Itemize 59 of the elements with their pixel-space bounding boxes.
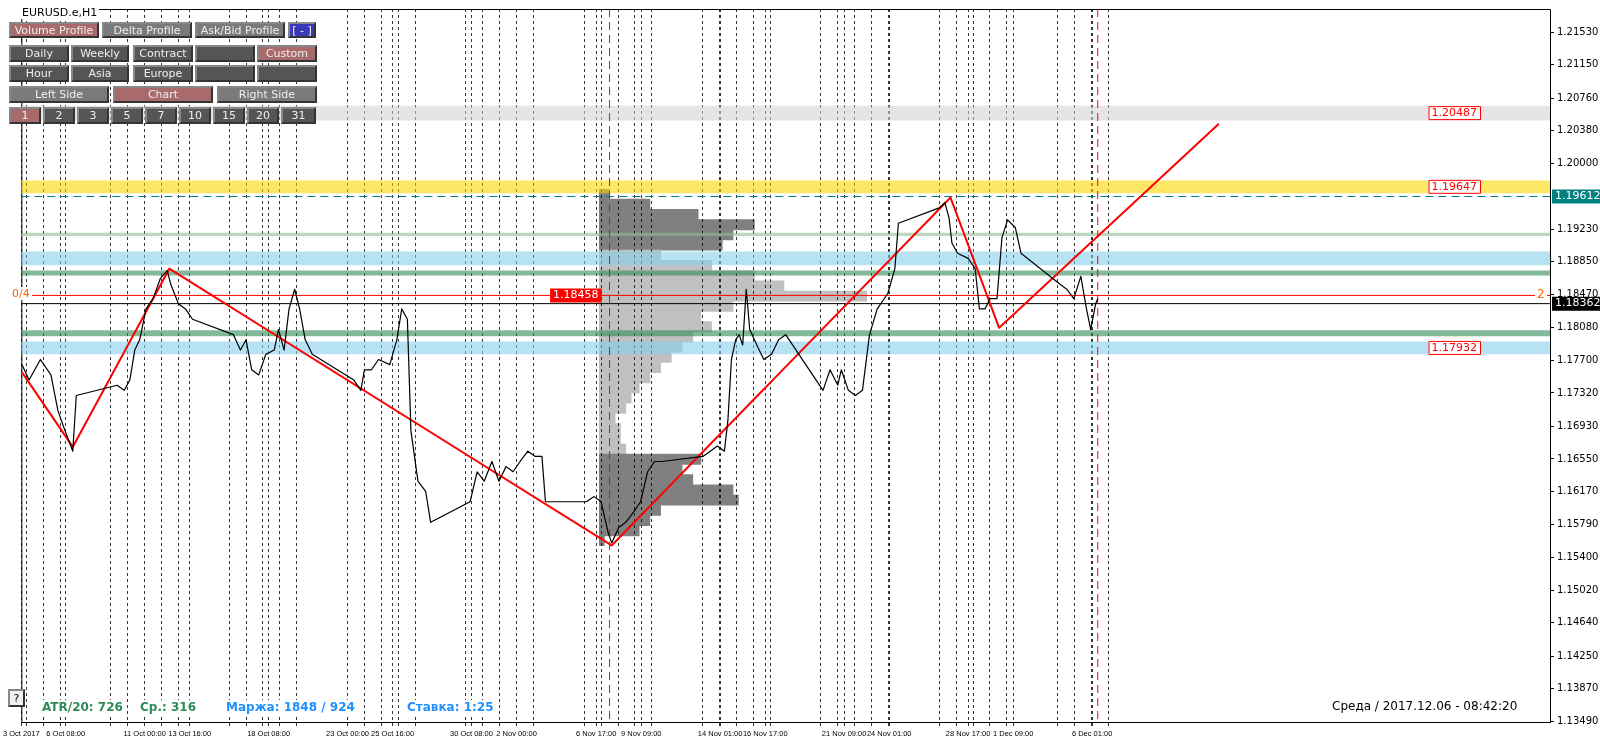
band-label: 1.19647 xyxy=(1431,179,1478,193)
button: Daily xyxy=(9,45,69,62)
y-tick-label: 1.13870 xyxy=(1557,682,1599,694)
button: 7 xyxy=(145,107,177,124)
button: Hour xyxy=(9,65,69,82)
y-tick-label: 1.18080 xyxy=(1557,321,1599,333)
button: Left Side xyxy=(9,86,109,103)
button: Weekly xyxy=(71,45,129,62)
y-tick-label: 1.18850 xyxy=(1557,255,1599,267)
y-tick-label: 1.16550 xyxy=(1557,452,1599,464)
annotation: Ср.: 316 xyxy=(138,700,198,714)
y-tick-label: 1.15400 xyxy=(1557,551,1599,563)
button: 5 xyxy=(111,107,143,124)
y-tick-label: 1.16930 xyxy=(1557,419,1599,431)
button: Volume Profile xyxy=(9,22,99,38)
y-tick-label: 1.18470 xyxy=(1557,287,1599,299)
annotation: Маржа: 1848 / 924 xyxy=(224,700,357,714)
y-tick-label: 1.15790 xyxy=(1557,517,1599,529)
button: [ - ] xyxy=(288,22,316,38)
ref-line-label: 1.18458 xyxy=(553,288,599,302)
button: Chart xyxy=(113,86,213,103)
y-tick-label: 1.19230 xyxy=(1557,222,1599,234)
y-tick-label: 1.14640 xyxy=(1557,616,1599,628)
button: Europe xyxy=(133,65,193,82)
button: Custom xyxy=(257,45,317,62)
button: 20 xyxy=(247,107,279,124)
y-tick-label: 1.20000 xyxy=(1557,156,1599,168)
ref-line-label: 1.19612 xyxy=(1555,189,1600,203)
band-label: 1.20487 xyxy=(1431,105,1478,119)
button: 1 xyxy=(9,107,41,124)
button: Contract xyxy=(133,45,193,62)
button: Ask/Bid Profile xyxy=(195,22,285,38)
y-tick-label: 1.21150 xyxy=(1557,58,1599,70)
annotation: 0/4 xyxy=(10,287,32,300)
y-tick-label: 1.17700 xyxy=(1557,353,1599,365)
y-tick-label: 1.16170 xyxy=(1557,485,1599,497)
band-label: 1.17932 xyxy=(1431,340,1478,354)
y-tick-label: 1.20380 xyxy=(1557,124,1599,136)
annotation: Ставка: 1:25 xyxy=(405,700,496,714)
y-tick-label: 1.17320 xyxy=(1557,386,1599,398)
y-tick-label: 1.14250 xyxy=(1557,649,1599,661)
button: Delta Profile xyxy=(102,22,192,38)
annotation: Среда / 2017.12.06 - 08:42:20 xyxy=(1330,699,1520,713)
y-tick-label: 1.13490 xyxy=(1557,714,1599,726)
annotation: 2 xyxy=(1535,287,1547,301)
y-tick-label: 1.21530 xyxy=(1557,25,1599,37)
ref-line-label: 1.18362 xyxy=(1555,296,1600,310)
button: Asia xyxy=(71,65,129,82)
button: 10 xyxy=(179,107,211,124)
button: Right Side xyxy=(217,86,317,103)
button: 31 xyxy=(281,107,316,124)
button: 15 xyxy=(213,107,245,124)
y-tick-label: 1.20760 xyxy=(1557,91,1599,103)
button: ? xyxy=(8,689,25,707)
button: 2 xyxy=(43,107,75,124)
chart-title: EURUSD.e,H1 xyxy=(20,6,100,19)
y-tick-label: 1.15020 xyxy=(1557,583,1599,595)
annotation: ATR/20: 726 xyxy=(40,700,125,714)
button: 3 xyxy=(77,107,109,124)
